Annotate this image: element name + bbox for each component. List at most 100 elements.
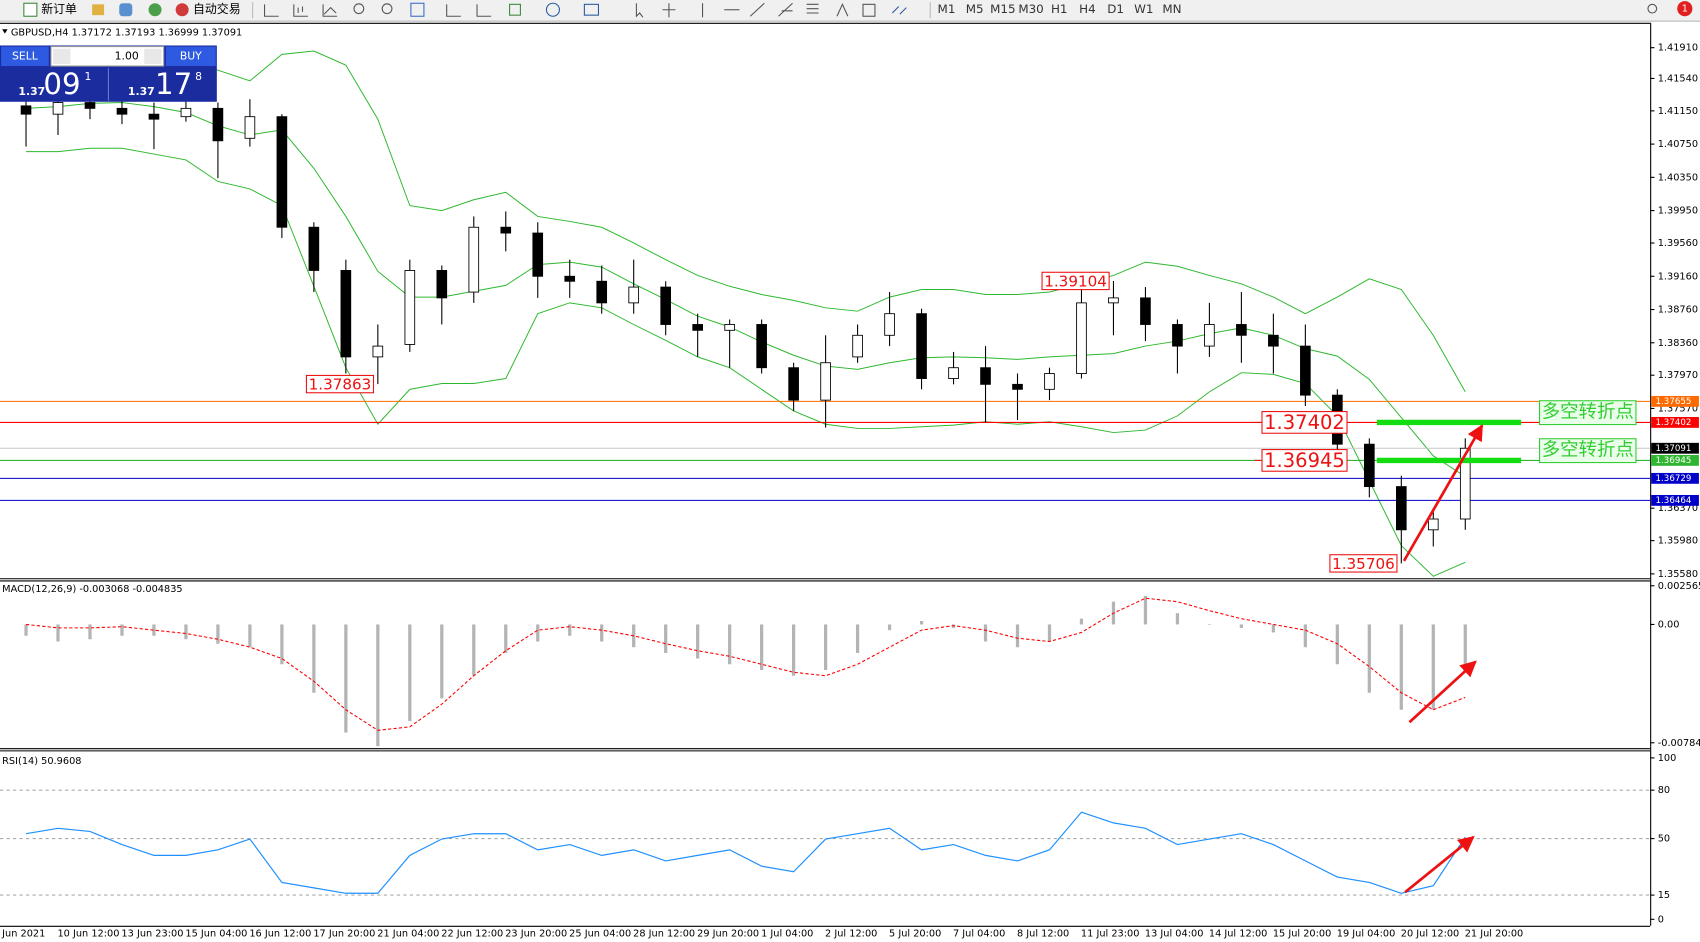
buy-label[interactable]: BUY: [180, 49, 202, 62]
icon[interactable]: [119, 3, 133, 17]
candle-body: [1236, 324, 1247, 336]
y-tick-label: 80: [1658, 785, 1670, 796]
button-label[interactable]: 自动交易: [193, 2, 241, 16]
notification-badge[interactable]: [1677, 1, 1693, 17]
lots-up[interactable]: [144, 48, 162, 64]
icon[interactable]: [509, 3, 521, 16]
candle-body: [1300, 345, 1311, 396]
icon[interactable]: [778, 2, 793, 17]
icon[interactable]: [662, 3, 676, 18]
y-tick-label: 1.41910: [1658, 43, 1698, 54]
icon[interactable]: [322, 4, 338, 17]
timeframe-button[interactable]: H4: [1079, 2, 1096, 16]
timeframe-button[interactable]: M5: [966, 2, 984, 16]
macd-bar: [1239, 624, 1244, 628]
macd-bar: [152, 624, 156, 636]
lots-down[interactable]: [53, 48, 71, 64]
buy-button[interactable]: BUY: [165, 46, 216, 67]
sell-button[interactable]: SELL: [1, 46, 49, 67]
annotation-label: 1.36945: [1264, 449, 1345, 472]
icon[interactable]: [545, 2, 560, 17]
y-tick-label: 1.36370: [1658, 503, 1698, 514]
timeframe-button[interactable]: D1: [1107, 2, 1124, 16]
icon[interactable]: [353, 3, 365, 15]
candle-body: [1012, 383, 1023, 390]
icon[interactable]: [476, 4, 492, 17]
lots-input[interactable]: [50, 46, 165, 67]
annotation-label: 1.35706: [1332, 555, 1395, 573]
x-tick-label: 28 Jun 12:00: [633, 928, 695, 939]
x-tick-label: 13 Jun 23:00: [121, 928, 183, 939]
icon[interactable]: [293, 4, 308, 17]
icon[interactable]: [381, 3, 393, 15]
y-tick-label: 1.39560: [1658, 238, 1698, 249]
candle-body: [980, 367, 991, 385]
icon[interactable]: [583, 3, 600, 16]
macd-bar: [1015, 624, 1020, 648]
macd-bar: [56, 624, 60, 642]
timeframe-button[interactable]: M1: [938, 2, 956, 16]
candle-body: [1044, 373, 1055, 390]
search-icon[interactable]: [1647, 3, 1658, 14]
signal-box: [1538, 438, 1637, 464]
icon[interactable]: [862, 3, 876, 17]
icon[interactable]: [749, 2, 765, 17]
candle-body: [628, 286, 640, 304]
macd-bar: [504, 624, 508, 653]
icon[interactable]: [635, 3, 644, 18]
y-tick-label: 1.39160: [1658, 271, 1698, 282]
candle-body: [180, 107, 192, 118]
plot-area: 1.41910 1.41540 1.41150 1.40750 1.40350 1.399…: [0, 43, 1700, 939]
new-order-button[interactable]: 新订单: [23, 2, 77, 17]
icon: [23, 2, 38, 17]
rsi-line: [25, 811, 1466, 894]
macd-bar: [1367, 624, 1371, 693]
candle-body: [372, 345, 384, 358]
icon[interactable]: [148, 3, 162, 17]
macd-bar: [919, 620, 924, 625]
timeframe-button[interactable]: W1: [1134, 2, 1153, 16]
icon[interactable]: [410, 2, 425, 17]
timeframe-button[interactable]: MN: [1162, 2, 1181, 16]
candle-body: [724, 324, 735, 331]
timeframe-button[interactable]: M15: [990, 2, 1015, 16]
chart-bg: [0, 22, 1700, 942]
timeframe-button[interactable]: M30: [1018, 2, 1043, 16]
y-tick-label: 100: [1658, 753, 1677, 764]
timeframe-button[interactable]: H1: [1051, 2, 1068, 16]
macd-bar: [887, 624, 892, 631]
tool-icons: [263, 2, 1658, 18]
icon[interactable]: [446, 4, 461, 17]
signal-label: 多空转折点: [1542, 440, 1634, 461]
macd-bar: [1303, 624, 1307, 648]
icon[interactable]: [263, 4, 279, 17]
button-label[interactable]: 新订单: [41, 2, 77, 16]
macd-bar: [951, 624, 956, 628]
macd-bar: [24, 624, 28, 636]
macd-bar: [1143, 595, 1148, 625]
macd-bar: [440, 624, 444, 699]
trend-arrow: [1404, 835, 1475, 894]
x-tick-label: 21 Jul 20:00: [1465, 928, 1524, 939]
icon[interactable]: [891, 6, 907, 15]
candle-body: [1395, 486, 1407, 531]
x-tick-label: 8 Jul 12:00: [1017, 928, 1069, 939]
x-tick-label: 14 Jul 12:00: [1209, 928, 1268, 939]
icon[interactable]: [836, 3, 849, 17]
sell-label[interactable]: SELL: [12, 49, 38, 62]
icon[interactable]: [92, 4, 105, 16]
bollinger-lower: [26, 147, 1466, 577]
timeframes: M1 M5 M15 M30 H1 H4 D1 W1 MN: [938, 2, 1182, 16]
x-tick-label: 29 Jun 20:00: [697, 928, 759, 939]
candle-body: [308, 226, 320, 271]
signal-box: [1538, 400, 1637, 426]
y-tick-label: 1.39950: [1658, 206, 1698, 217]
bid-point: 1: [85, 70, 92, 83]
icon[interactable]: [806, 3, 819, 14]
auto-trading-button[interactable]: 自动交易: [175, 2, 241, 17]
rsi-title: RSI(14) 50.9608: [2, 756, 81, 767]
candle-body: [1364, 443, 1375, 488]
x-tick-label: 11 Jul 23:00: [1081, 928, 1140, 939]
level-tag: [1651, 472, 1699, 484]
